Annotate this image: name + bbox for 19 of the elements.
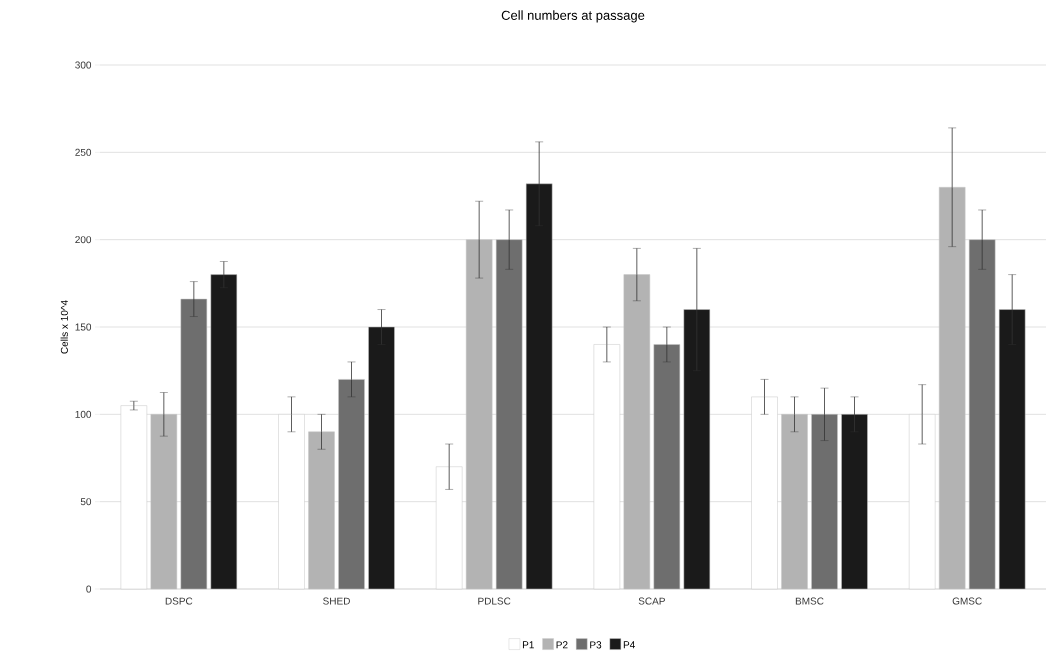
y-tick-label: 250 xyxy=(75,148,92,156)
y-axis-title: Cells x 10^4 xyxy=(60,300,68,354)
x-tick-label: GMSC xyxy=(952,597,982,605)
y-tick-label: 300 xyxy=(75,61,92,69)
x-tick-label: SCAP xyxy=(638,597,665,605)
y-tick-label: 50 xyxy=(80,498,92,506)
y-tick-label: 150 xyxy=(75,323,92,331)
x-tick-label: SHED xyxy=(323,597,350,605)
legend-label: P4 xyxy=(623,641,635,649)
legend-label: P1 xyxy=(522,641,534,649)
x-tick-label: PDLSC xyxy=(478,597,511,605)
x-tick-label: DSPC xyxy=(165,597,193,605)
x-tick-label: BMSC xyxy=(795,597,824,605)
chart-title: Cell numbers at passage xyxy=(501,10,645,23)
y-tick-label: 100 xyxy=(75,410,92,418)
y-tick-label: 0 xyxy=(86,585,92,593)
legend-label: P3 xyxy=(590,641,602,649)
y-tick-label: 200 xyxy=(75,236,92,244)
legend-label: P2 xyxy=(556,641,568,649)
